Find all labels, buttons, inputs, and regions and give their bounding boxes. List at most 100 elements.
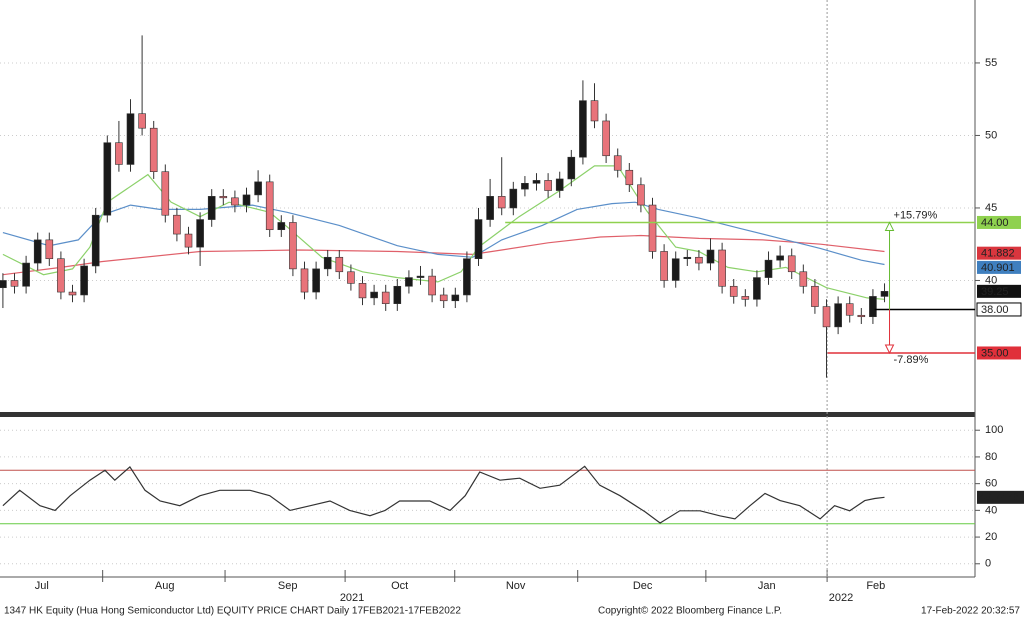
footer-right: 17-Feb-2022 20:32:57 (921, 606, 1020, 617)
x-tick-label: Oct (391, 580, 408, 592)
candle-body (799, 271, 808, 287)
candle-body (718, 249, 726, 287)
value-tag-label: 49.7478 (979, 492, 1019, 504)
rsi-line (2, 465, 885, 524)
candle-body (115, 142, 123, 165)
candle-body (764, 259, 773, 278)
annotation: +15.79% (894, 209, 938, 221)
annotation: -7.89% (894, 354, 929, 366)
year-label: 2022 (829, 592, 853, 604)
x-tick-label: Jan (758, 580, 776, 592)
candle-body (196, 219, 204, 248)
value-tag-label: 44.00 (981, 217, 1009, 229)
candle-body (173, 214, 181, 235)
year-label: 2021 (340, 592, 364, 604)
candle-body (265, 181, 274, 231)
candle-body (335, 256, 344, 273)
y-tick-label: 20 (985, 531, 997, 543)
candle-body (532, 180, 541, 184)
candle-body (787, 255, 796, 273)
candle-body (544, 180, 552, 191)
candle-body (323, 256, 332, 270)
x-tick-label: Nov (506, 580, 526, 592)
candle-body (671, 258, 680, 281)
candle-body (33, 239, 42, 264)
y-tick-label: 60 (985, 478, 997, 490)
candle-body (776, 255, 784, 261)
y-tick-label: 50 (985, 129, 997, 141)
candle-body (741, 296, 750, 300)
candle-body (207, 196, 216, 220)
candle-body (486, 196, 494, 220)
y-tick-label: 40 (985, 274, 997, 286)
candle-body (22, 262, 30, 287)
candle-body (149, 127, 158, 173)
candle-body (834, 303, 842, 328)
y-tick-label: 80 (985, 451, 997, 463)
candle-body (242, 194, 251, 206)
candle-body (451, 294, 460, 302)
y-tick-label: 40 (985, 504, 997, 516)
value-tag-label: 41.882 (981, 248, 1015, 260)
candle-body (509, 188, 518, 209)
candle-body (660, 251, 668, 281)
candle-body (219, 196, 228, 199)
candle-body (405, 277, 413, 287)
x-tick-label: Dec (633, 580, 653, 592)
candle-body (57, 258, 65, 293)
y-tick-label: 45 (985, 202, 997, 214)
footer-left: 1347 HK Equity (Hua Hong Semiconductor L… (4, 606, 461, 617)
candle-body (416, 275, 425, 278)
moving-average (2, 201, 885, 266)
candle-body (555, 178, 564, 191)
x-tick-label: Sep (278, 580, 298, 592)
candle-body (695, 256, 703, 264)
value-tag (976, 302, 1022, 317)
candle-body (602, 120, 610, 157)
y-tick-label: 100 (985, 424, 1003, 436)
value-tag-label: 38.00 (981, 304, 1009, 316)
value-tag-label: 39.25 (981, 286, 1009, 298)
candle-body (753, 277, 761, 300)
value-tag (977, 346, 1021, 360)
candle-body (312, 268, 320, 293)
candle-body (300, 268, 309, 293)
candle-body (358, 283, 367, 299)
candle-body (277, 222, 286, 231)
candle-body (857, 314, 866, 318)
candle-body (370, 291, 378, 299)
arrow-head (884, 344, 895, 355)
candle-body (625, 169, 634, 186)
y-tick-label: 55 (985, 57, 997, 69)
candle-body (497, 196, 506, 209)
candle-body (231, 197, 239, 206)
candle-body (439, 294, 448, 302)
value-tag-label: 35.00 (981, 347, 1009, 359)
candle-body (845, 303, 854, 316)
moving-average (2, 165, 885, 300)
candle-body (289, 222, 297, 270)
value-tag (977, 260, 1021, 274)
candle-body (91, 214, 100, 267)
candle-body (579, 100, 587, 158)
candle-body (381, 291, 390, 304)
candle-body (393, 285, 402, 304)
candle-body (126, 113, 135, 165)
y-tick-label: 0 (985, 558, 991, 570)
candle-body (103, 142, 112, 216)
candle-body (521, 183, 529, 190)
candle-body (463, 258, 471, 296)
candle-body (880, 291, 889, 297)
candle-body (683, 256, 692, 260)
candle-body (474, 219, 483, 260)
candle-body (637, 184, 645, 206)
arrow-head (884, 221, 895, 231)
value-tag (977, 284, 1021, 298)
footer-center: Copyright© 2022 Bloomberg Finance L.P. (598, 606, 782, 617)
candle-body (869, 296, 877, 318)
candle-body (184, 233, 193, 248)
x-tick-label: Feb (866, 580, 885, 592)
candle-body (729, 285, 738, 297)
candle-body (45, 239, 54, 260)
